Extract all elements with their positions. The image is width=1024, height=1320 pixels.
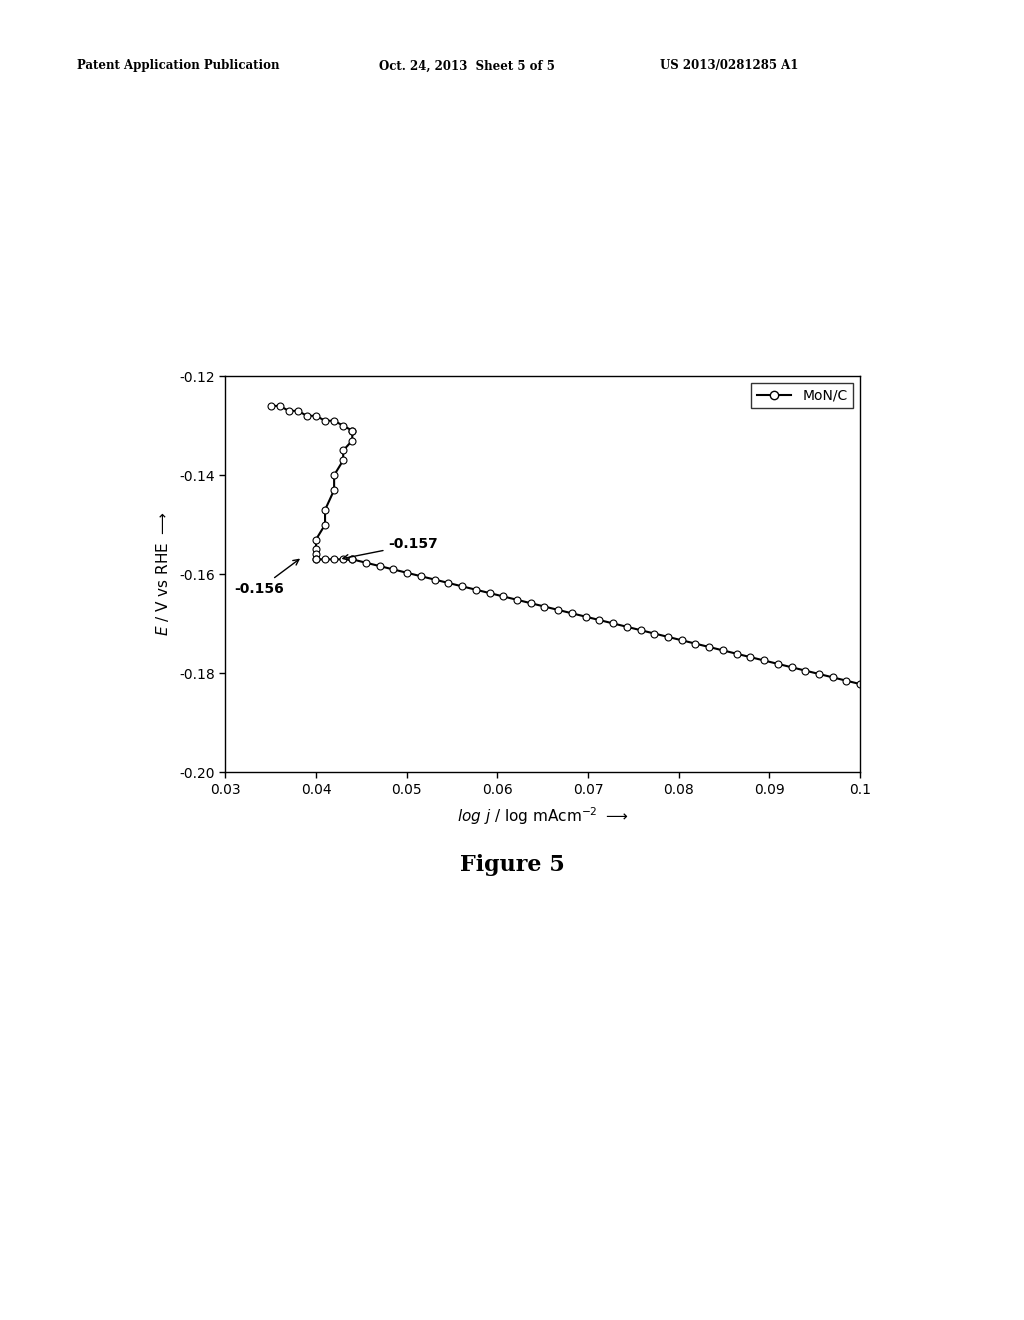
Text: -0.157: -0.157	[343, 537, 438, 560]
Text: Figure 5: Figure 5	[460, 854, 564, 875]
Text: Oct. 24, 2013  Sheet 5 of 5: Oct. 24, 2013 Sheet 5 of 5	[379, 59, 555, 73]
Text: -0.156: -0.156	[234, 560, 299, 597]
Y-axis label: $\mathit{E}$ / V vs RHE $\longrightarrow$: $\mathit{E}$ / V vs RHE $\longrightarrow…	[154, 512, 171, 636]
Text: US 2013/0281285 A1: US 2013/0281285 A1	[660, 59, 799, 73]
Legend: MoN/C: MoN/C	[751, 383, 853, 408]
X-axis label: $\mathit{log\ j}$ / log mAcm$^{-2}$ $\longrightarrow$: $\mathit{log\ j}$ / log mAcm$^{-2}$ $\lo…	[457, 805, 629, 826]
Text: Patent Application Publication: Patent Application Publication	[77, 59, 280, 73]
